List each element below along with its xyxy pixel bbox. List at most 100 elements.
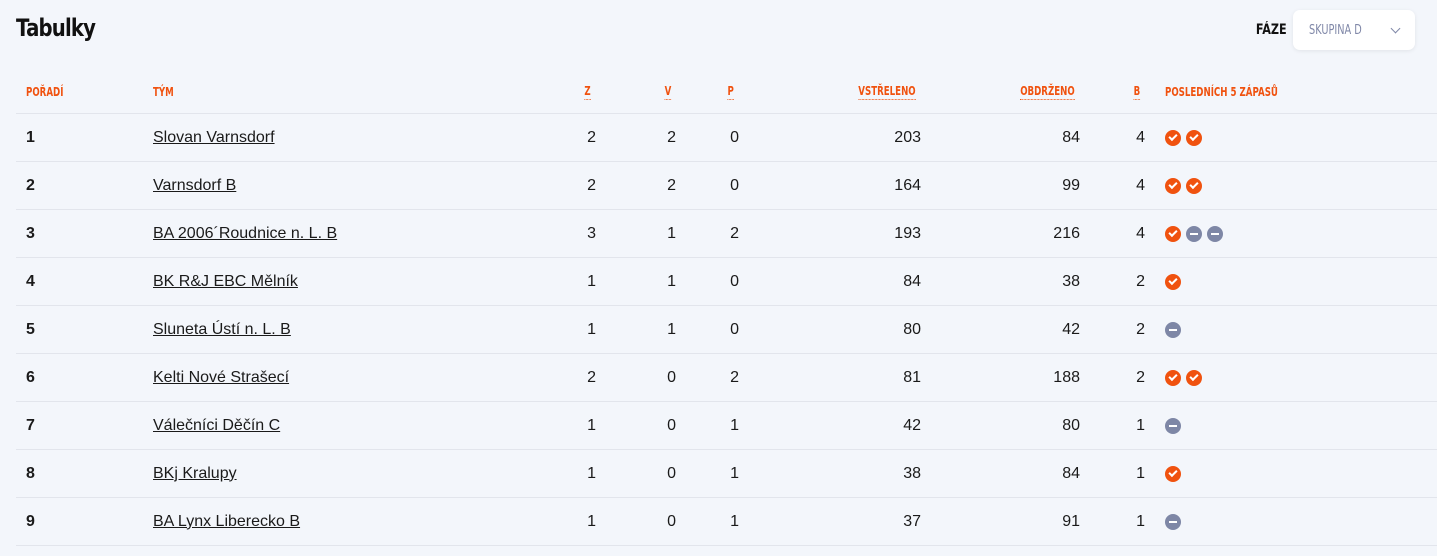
played-cell: 2: [587, 176, 596, 194]
standings-table: POŘADÍ TÝM Z V P VSTŘELENO OBDRŽENO B PO…: [16, 70, 1437, 546]
header-conceded: OBDRŽENO: [1020, 83, 1075, 100]
played-cell: 1: [587, 272, 596, 290]
scored-cell: 81: [903, 368, 921, 386]
last-5-matches: [1161, 225, 1437, 242]
points-cell: 1: [1136, 464, 1145, 482]
phase-filter: FÁZE SKUPINA D: [1252, 10, 1415, 50]
points-cell: 2: [1136, 320, 1145, 338]
losses-cell: 0: [730, 320, 739, 338]
points-cell: 2: [1136, 272, 1145, 290]
team-link[interactable]: Kelti Nové Strašecí: [153, 368, 290, 386]
team-link[interactable]: Válečníci Děčín C: [153, 416, 281, 434]
conceded-cell: 84: [1062, 128, 1080, 146]
wins-cell: 0: [667, 368, 676, 386]
table-row: 5 Sluneta Ústí n. L. B 1 1 0 80 42 2: [16, 306, 1437, 354]
header-team: TÝM: [153, 84, 174, 99]
last-5-matches: [1161, 273, 1437, 290]
team-cell: Varnsdorf B: [153, 177, 553, 195]
phase-label: FÁZE: [1256, 22, 1288, 38]
team-link[interactable]: Sluneta Ústí n. L. B: [153, 320, 291, 338]
table-row: 1 Slovan Varnsdorf 2 2 0 203 84 4: [16, 114, 1437, 162]
team-link[interactable]: Slovan Varnsdorf: [153, 128, 275, 146]
wins-cell: 0: [667, 512, 676, 530]
played-cell: 1: [587, 464, 596, 482]
conceded-cell: 42: [1062, 320, 1080, 338]
played-cell: 3: [587, 224, 596, 242]
rank-cell: 7: [26, 416, 35, 434]
losses-cell: 1: [730, 512, 739, 530]
team-cell: Kelti Nové Strašecí: [153, 369, 553, 387]
losses-cell: 1: [730, 464, 739, 482]
points-cell: 4: [1136, 224, 1145, 242]
conceded-cell: 188: [1053, 368, 1080, 386]
header-rank: POŘADÍ: [26, 84, 64, 99]
losses-cell: 0: [730, 272, 739, 290]
check-circle-icon: [1186, 177, 1202, 194]
minus-circle-icon: [1207, 225, 1223, 242]
last-5-matches: [1161, 465, 1437, 482]
team-link[interactable]: BKj Kralupy: [153, 464, 237, 482]
header-wins: V: [664, 83, 671, 100]
wins-cell: 2: [667, 176, 676, 194]
phase-selected-value: SKUPINA D: [1309, 22, 1362, 38]
team-cell: Sluneta Ústí n. L. B: [153, 321, 553, 339]
last-5-matches: [1161, 177, 1437, 194]
scored-cell: 38: [903, 464, 921, 482]
header-last-5: POSLEDNÍCH 5 ZÁPASŮ: [1165, 84, 1278, 99]
table-row: 3 BA 2006´Roudnice n. L. B 3 1 2 193 216 4: [16, 210, 1437, 258]
team-link[interactable]: BA Lynx Liberecko B: [153, 512, 301, 530]
losses-cell: 0: [730, 128, 739, 146]
table-row: 2 Varnsdorf B 2 2 0 164 99 4: [16, 162, 1437, 210]
table-header: POŘADÍ TÝM Z V P VSTŘELENO OBDRŽENO B PO…: [16, 70, 1437, 114]
check-circle-icon: [1165, 177, 1181, 194]
table-row: 7 Válečníci Děčín C 1 0 1 42 80 1: [16, 402, 1437, 450]
wins-cell: 0: [667, 416, 676, 434]
wins-cell: 1: [667, 224, 676, 242]
conceded-cell: 38: [1062, 272, 1080, 290]
rank-cell: 6: [26, 368, 35, 386]
check-circle-icon: [1186, 369, 1202, 386]
phase-select[interactable]: SKUPINA D: [1293, 10, 1415, 50]
team-cell: Válečníci Děčín C: [153, 417, 553, 435]
played-cell: 2: [587, 128, 596, 146]
team-link[interactable]: Varnsdorf B: [153, 176, 237, 194]
check-circle-icon: [1165, 465, 1181, 482]
scored-cell: 84: [903, 272, 921, 290]
team-link[interactable]: BA 2006´Roudnice n. L. B: [153, 224, 338, 242]
scored-cell: 42: [903, 416, 921, 434]
header-scored: VSTŘELENO: [858, 83, 916, 100]
team-cell: Slovan Varnsdorf: [153, 129, 553, 147]
played-cell: 1: [587, 416, 596, 434]
scored-cell: 193: [894, 224, 921, 242]
last-5-matches: [1161, 513, 1437, 530]
table-row: 8 BKj Kralupy 1 0 1 38 84 1: [16, 450, 1437, 498]
rank-cell: 9: [26, 512, 35, 530]
header-played: Z: [584, 83, 591, 100]
check-circle-icon: [1165, 273, 1181, 290]
check-circle-icon: [1165, 225, 1181, 242]
page-title: Tabulky: [16, 14, 96, 42]
scored-cell: 164: [894, 176, 921, 194]
rank-cell: 5: [26, 320, 35, 338]
team-cell: BK R&J EBC Mělník: [153, 273, 553, 291]
table-row: 4 BK R&J EBC Mělník 1 1 0 84 38 2: [16, 258, 1437, 306]
last-5-matches: [1161, 129, 1437, 146]
conceded-cell: 99: [1062, 176, 1080, 194]
losses-cell: 1: [730, 416, 739, 434]
losses-cell: 2: [730, 224, 739, 242]
conceded-cell: 216: [1053, 224, 1080, 242]
check-circle-icon: [1165, 369, 1181, 386]
check-circle-icon: [1165, 129, 1181, 146]
team-cell: BA 2006´Roudnice n. L. B: [153, 225, 553, 243]
played-cell: 1: [587, 320, 596, 338]
rank-cell: 4: [26, 272, 35, 290]
table-row: 6 Kelti Nové Strašecí 2 0 2 81 188 2: [16, 354, 1437, 402]
team-link[interactable]: BK R&J EBC Mělník: [153, 272, 298, 290]
team-cell: BA Lynx Liberecko B: [153, 513, 553, 531]
minus-circle-icon: [1165, 321, 1181, 338]
wins-cell: 2: [667, 128, 676, 146]
check-circle-icon: [1186, 129, 1202, 146]
minus-circle-icon: [1165, 513, 1181, 530]
conceded-cell: 80: [1062, 416, 1080, 434]
last-5-matches: [1161, 321, 1437, 338]
